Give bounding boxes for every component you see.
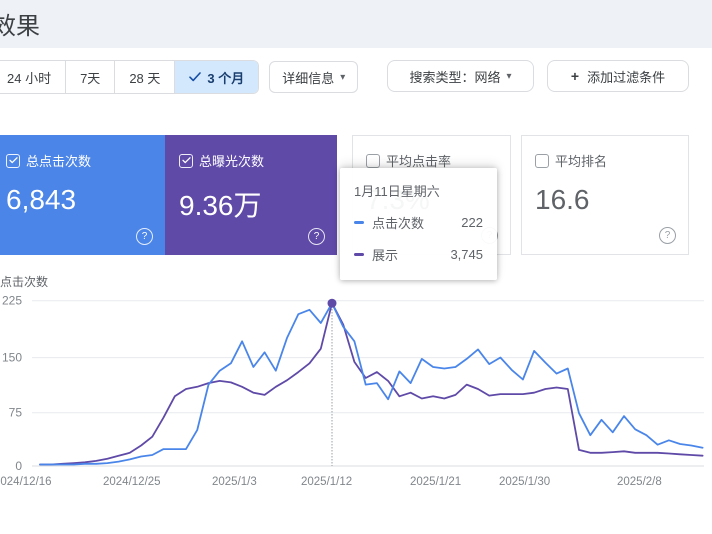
svg-text:2024/12/16: 2024/12/16 — [0, 476, 52, 488]
svg-text:2025/1/3: 2025/1/3 — [212, 476, 257, 488]
svg-text:75: 75 — [9, 406, 23, 420]
svg-text:2025/1/21: 2025/1/21 — [410, 476, 461, 488]
svg-text:0: 0 — [15, 459, 22, 473]
svg-text:225: 225 — [2, 294, 22, 308]
svg-text:2025/1/30: 2025/1/30 — [499, 476, 550, 488]
svg-text:150: 150 — [2, 350, 22, 364]
svg-text:2024/12/25: 2024/12/25 — [103, 476, 161, 488]
svg-text:2025/1/12: 2025/1/12 — [301, 476, 352, 488]
svg-text:2025/2/8: 2025/2/8 — [617, 476, 662, 488]
